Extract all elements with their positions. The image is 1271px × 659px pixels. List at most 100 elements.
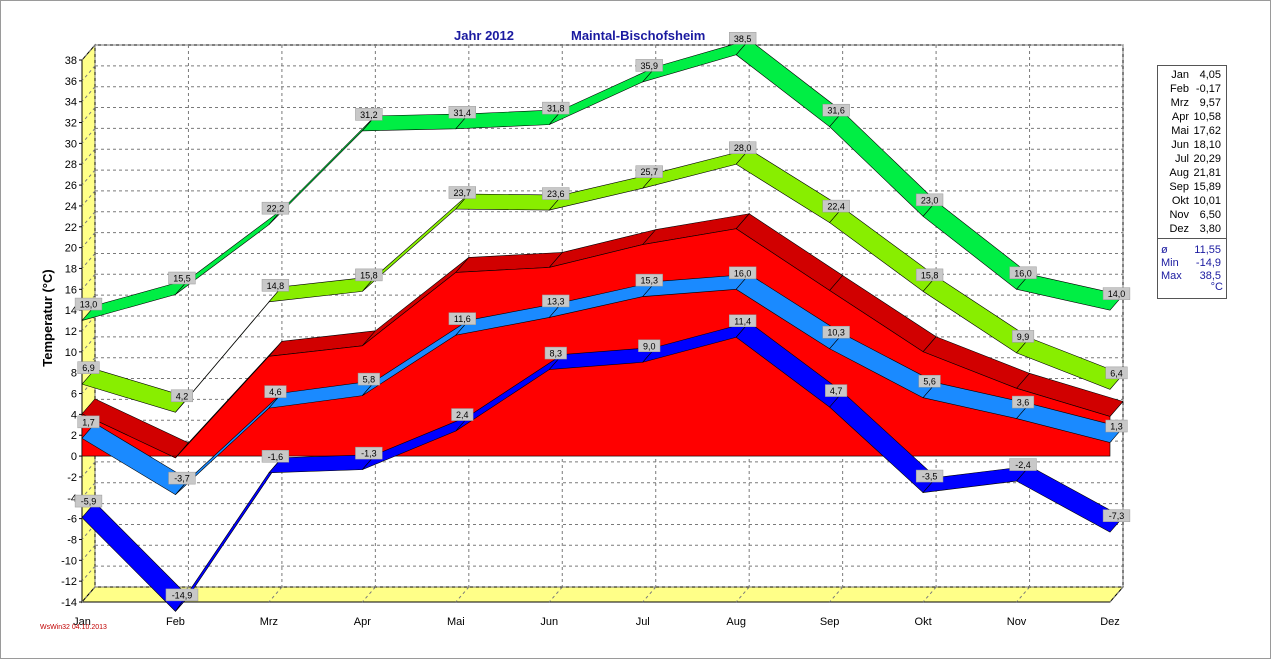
legend-row: Jul 20,29: [1158, 153, 1224, 166]
data-label-box: [261, 201, 290, 215]
data-label-box: [915, 193, 944, 207]
y-tick-label: 36: [65, 76, 77, 88]
data-label: 31,8: [547, 104, 565, 114]
data-label: -3,7: [174, 474, 190, 484]
data-label: 22,4: [827, 202, 845, 212]
y-tick-label: 28: [65, 159, 77, 171]
y-tick-label: -6: [67, 514, 77, 526]
legend-month: Mai: [1171, 125, 1189, 137]
data-label: 23,0: [921, 195, 939, 205]
x-tick-label: Apr: [354, 616, 371, 628]
data-label: 15,8: [921, 270, 939, 280]
y-tick-label: 16: [65, 284, 77, 296]
legend-month-value: -0,17: [1195, 83, 1221, 95]
y-tick-label: 0: [71, 451, 77, 463]
data-label: 14,8: [267, 281, 285, 291]
data-label-box: [355, 446, 383, 460]
data-label-box: [261, 450, 290, 463]
data-label-box: [544, 346, 567, 360]
legend-month-value: 15,89: [1193, 181, 1221, 193]
legend-row: Aug 21,81: [1158, 167, 1224, 180]
data-label: 10,3: [827, 328, 845, 338]
data-label: -1,6: [268, 452, 284, 462]
data-label: -2,4: [1015, 460, 1031, 470]
data-label-box: [915, 268, 944, 282]
data-label: 11,4: [734, 316, 751, 326]
data-label-box: [1009, 458, 1037, 471]
data-label-box: [77, 415, 100, 429]
gridlines: [81, 44, 1124, 603]
legend-stat-value: 11,55: [1194, 244, 1221, 256]
y-tick-label: 20: [65, 243, 77, 255]
legend-row: Sep 15,89: [1158, 181, 1224, 194]
data-label: 9,0: [643, 341, 656, 351]
data-label: 5,8: [363, 375, 376, 385]
x-tick-label: Sep: [820, 616, 840, 628]
y-tick-label: 26: [65, 180, 77, 192]
legend-month-value: 3,80: [1199, 223, 1221, 235]
legend-month-value: 9,57: [1199, 97, 1221, 109]
x-tick-label: Okt: [915, 616, 932, 628]
data-label-box: [168, 271, 196, 285]
y-axis: -14-12-10-8-6-4-202468101214161820222426…: [61, 55, 82, 609]
data-label-box: [170, 389, 194, 403]
y-axis-title: Temperatur (°C): [40, 269, 55, 366]
legend-month: Jul: [1174, 153, 1189, 165]
data-label-box: [638, 339, 661, 353]
y-tick-label: 18: [65, 263, 77, 275]
legend-unit: °C: [1210, 281, 1223, 293]
x-tick-label: Nov: [1007, 616, 1027, 628]
data-label: 1,7: [82, 417, 95, 427]
legend-stat-value: 38,5: [1199, 270, 1221, 282]
data-label: -3,5: [922, 472, 938, 482]
data-label-box: [915, 469, 944, 483]
data-label-box: [451, 408, 474, 421]
data-label: -14,9: [172, 590, 193, 600]
legend-month: Feb: [1170, 83, 1189, 95]
legend-month: Mrz: [1170, 97, 1189, 109]
y-tick-label: 32: [65, 118, 77, 130]
y-tick-label: 38: [65, 55, 77, 67]
legend-month: Dez: [1169, 223, 1189, 235]
data-label-box: [1102, 509, 1131, 522]
data-label-box: [635, 59, 663, 72]
data-label-box: [635, 165, 663, 178]
data-label-box: [542, 101, 570, 115]
data-label-box: [1011, 330, 1035, 343]
y-tick-label: -10: [61, 555, 77, 567]
chart-station-title: Maintal-Bischofsheim: [571, 28, 706, 43]
data-label-box: [1105, 419, 1128, 433]
software-credit: WsWin32 04.10.2013: [40, 624, 107, 631]
y-tick-label: -12: [61, 576, 77, 588]
data-label-box: [729, 32, 757, 45]
data-label-box: [448, 106, 476, 119]
y-tick-label: 14: [65, 305, 77, 317]
data-label: -1,3: [361, 449, 377, 459]
y-tick-label: 34: [65, 97, 77, 109]
legend-month: Aug: [1169, 167, 1189, 179]
data-label-box: [264, 385, 287, 398]
data-label-box: [355, 108, 383, 121]
data-label-box: [74, 297, 103, 311]
y-tick-label: -4: [67, 493, 77, 505]
data-label: 38,5: [734, 34, 752, 44]
legend-divider: [1158, 238, 1226, 239]
y-tick-label: 12: [65, 326, 77, 338]
data-label: 9,9: [1017, 332, 1030, 342]
data-label-box: [168, 471, 196, 485]
data-label: 5,6: [923, 377, 936, 387]
data-label-box: [635, 273, 663, 287]
legend-month: Sep: [1169, 181, 1189, 193]
y-tick-label: 10: [65, 347, 77, 359]
legend-row: Apr 10,58: [1158, 111, 1224, 124]
data-label: 22,2: [267, 204, 285, 214]
monthly-mean-legend: Jan 4,05 Feb -0,17 Mrz 9,57 Apr 10,58 Mai 17,62 Ju…: [1157, 65, 1227, 299]
data-label: 13,3: [547, 296, 565, 306]
data-label-box: [729, 141, 757, 154]
chart-year-title: Jahr 2012: [454, 28, 514, 43]
data-label: 15,5: [173, 274, 191, 284]
legend-month: Nov: [1169, 209, 1189, 221]
series-segment: [1016, 465, 1124, 533]
data-label-box: [1009, 266, 1037, 280]
